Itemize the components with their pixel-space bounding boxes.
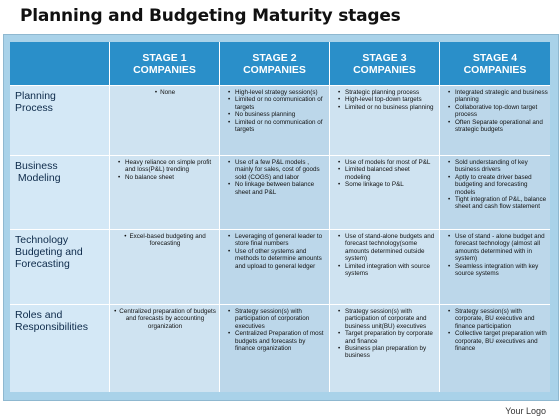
bullet-item: Centralized Preparation of most budgets … bbox=[228, 330, 327, 352]
bullet-item: Aptly to create driver based budgeting a… bbox=[448, 174, 548, 196]
bullet-item: Leveraging of general leader to store fi… bbox=[228, 233, 327, 248]
column-header-stage-3: STAGE 3 COMPANIES bbox=[330, 42, 440, 86]
column-header-stage-1: STAGE 1 COMPANIES bbox=[110, 42, 220, 86]
column-header-stage-4: STAGE 4 COMPANIES bbox=[440, 42, 550, 86]
row-label-line: Roles and bbox=[15, 309, 63, 321]
row-label: Planning Process bbox=[10, 86, 110, 156]
bullet-item: Strategy session(s) with participation o… bbox=[338, 308, 437, 330]
row-label-line: Business bbox=[15, 160, 58, 172]
logo-text: Your Logo bbox=[505, 406, 546, 416]
bullet-item: High-level strategy session(s) bbox=[228, 89, 327, 97]
bullet-item: Excel-based budgeting and forecasting bbox=[113, 233, 217, 248]
bullet-item: Limited integration with source systems bbox=[338, 263, 437, 278]
table-cell: Heavy reliance on simple profit and loss… bbox=[110, 156, 220, 230]
bullet-list: Excel-based budgeting and forecasting bbox=[113, 233, 217, 248]
bullet-item: Limited or no business planning bbox=[338, 104, 437, 112]
table-cell: Strategy session(s) with participation o… bbox=[330, 305, 440, 392]
bullet-item: Sold understanding of key business drive… bbox=[448, 159, 548, 174]
bullet-item: Use of stand-alone budgets and forecast … bbox=[338, 233, 437, 263]
column-header-line: STAGE 2 bbox=[252, 51, 297, 64]
table-cell: High-level strategy session(s)Limited or… bbox=[220, 86, 330, 156]
bullet-item: Integrated strategic and business planni… bbox=[448, 89, 548, 104]
bullet-list: Use of a few P&L models , mainly for sal… bbox=[223, 159, 327, 196]
bullet-item: None bbox=[113, 89, 217, 96]
bullet-item: No linkage between balance sheet and P&L bbox=[228, 181, 327, 196]
table-cell: Strategic planning processHigh-level top… bbox=[330, 86, 440, 156]
slide-title: Planning and Budgeting Maturity stages bbox=[20, 6, 401, 26]
bullet-item: Target preparation by corporate and fina… bbox=[338, 330, 437, 345]
bullet-item: Strategy session(s) with participation o… bbox=[228, 308, 327, 330]
bullet-list: None bbox=[113, 89, 217, 96]
bullet-item: No business planning bbox=[228, 111, 327, 119]
bullet-item: Heavy reliance on simple profit and loss… bbox=[118, 159, 217, 174]
bullet-item: Limited or no communication of targets bbox=[228, 119, 327, 134]
bullet-list: High-level strategy session(s)Limited or… bbox=[223, 89, 327, 133]
table-cell: Sold understanding of key business drive… bbox=[440, 156, 550, 230]
bullet-item: Tight integration of P&L, balance sheet … bbox=[448, 196, 548, 211]
table-cell: Leveraging of general leader to store fi… bbox=[220, 230, 330, 305]
row-label-line: Modeling bbox=[15, 172, 61, 184]
bullet-item: Collective target preparation with corpo… bbox=[448, 330, 548, 352]
bullet-list: Strategy session(s) with participation o… bbox=[333, 308, 437, 360]
bullet-list: Leveraging of general leader to store fi… bbox=[223, 233, 327, 270]
row-label-line: Forecasting bbox=[15, 258, 70, 270]
table-cell: Excel-based budgeting and forecasting bbox=[110, 230, 220, 305]
table-cell: Strategy session(s) with participation o… bbox=[220, 305, 330, 392]
bullet-item: Use of a few P&L models , mainly for sal… bbox=[228, 159, 327, 181]
bullet-item: Use of other systems and methods to dete… bbox=[228, 248, 327, 270]
bullet-list: Sold understanding of key business drive… bbox=[443, 159, 548, 211]
bullet-item: No balance sheet bbox=[118, 174, 217, 182]
bullet-item: Centralized preparation of budgets and f… bbox=[113, 308, 217, 330]
column-header-line: COMPANIES bbox=[353, 63, 416, 76]
row-label: Roles and Responsibilities bbox=[10, 305, 110, 392]
column-header-line: STAGE 4 bbox=[472, 51, 518, 64]
column-header-line: STAGE 3 bbox=[362, 51, 407, 64]
bullet-list: Strategic planning processHigh-level top… bbox=[333, 89, 437, 112]
column-header-stage-2: STAGE 2 COMPANIES bbox=[220, 42, 330, 86]
table-cell: Centralized preparation of budgets and f… bbox=[110, 305, 220, 392]
bullet-item: Use of models for most of P&L bbox=[338, 159, 437, 167]
bullet-list: Centralized preparation of budgets and f… bbox=[113, 308, 217, 330]
row-label-line: Responsibilities bbox=[15, 321, 88, 333]
bullet-item: Some linkage to P&L bbox=[338, 181, 437, 189]
row-label: Business Modeling bbox=[10, 156, 110, 230]
bullet-item: Collaborative top-down target process bbox=[448, 104, 548, 119]
bullet-item: Limited balanced sheet modeling bbox=[338, 166, 437, 181]
bullet-list: Use of stand - alone budget and forecast… bbox=[443, 233, 548, 277]
bullet-list: Use of stand-alone budgets and forecast … bbox=[333, 233, 437, 277]
bullet-list: Strategy session(s) with corporate, BU e… bbox=[443, 308, 548, 352]
table-cell: Use of stand-alone budgets and forecast … bbox=[330, 230, 440, 305]
table-corner bbox=[10, 42, 110, 86]
row-label-line: Planning bbox=[15, 90, 56, 102]
bullet-item: Seamless integration with key source sys… bbox=[448, 263, 548, 278]
column-header-line: STAGE 1 bbox=[142, 51, 187, 64]
table-cell: Use of stand - alone budget and forecast… bbox=[440, 230, 550, 305]
column-header-line: COMPANIES bbox=[463, 63, 527, 76]
column-header-line: COMPANIES bbox=[133, 63, 196, 76]
bullet-item: Often Separate operational and strategic… bbox=[448, 119, 548, 134]
bullet-list: Strategy session(s) with participation o… bbox=[223, 308, 327, 352]
bullet-list: Use of models for most of P&LLimited bal… bbox=[333, 159, 437, 189]
table-cell: None bbox=[110, 86, 220, 156]
column-header-line: COMPANIES bbox=[243, 63, 306, 76]
row-label-line: Process bbox=[15, 102, 53, 114]
bullet-list: Integrated strategic and business planni… bbox=[443, 89, 548, 133]
bullet-item: Limited or no communication of targets bbox=[228, 96, 327, 111]
bullet-item: High-level top-down targets bbox=[338, 96, 437, 104]
row-label-line: Budgeting and bbox=[15, 246, 83, 258]
bullet-item: Strategy session(s) with corporate, BU e… bbox=[448, 308, 548, 330]
table-cell: Use of a few P&L models , mainly for sal… bbox=[220, 156, 330, 230]
bullet-item: Strategic planning process bbox=[338, 89, 437, 97]
row-label-line: Technology bbox=[15, 234, 69, 246]
bullet-item: Business plan preparation by business bbox=[338, 345, 437, 360]
table-cell: Strategy session(s) with corporate, BU e… bbox=[440, 305, 550, 392]
bullet-item: Use of stand - alone budget and forecast… bbox=[448, 233, 548, 263]
table-cell: Integrated strategic and business planni… bbox=[440, 86, 550, 156]
bullet-list: Heavy reliance on simple profit and loss… bbox=[113, 159, 217, 182]
row-label: Technology Budgeting and Forecasting bbox=[10, 230, 110, 305]
table-cell: Use of models for most of P&LLimited bal… bbox=[330, 156, 440, 230]
